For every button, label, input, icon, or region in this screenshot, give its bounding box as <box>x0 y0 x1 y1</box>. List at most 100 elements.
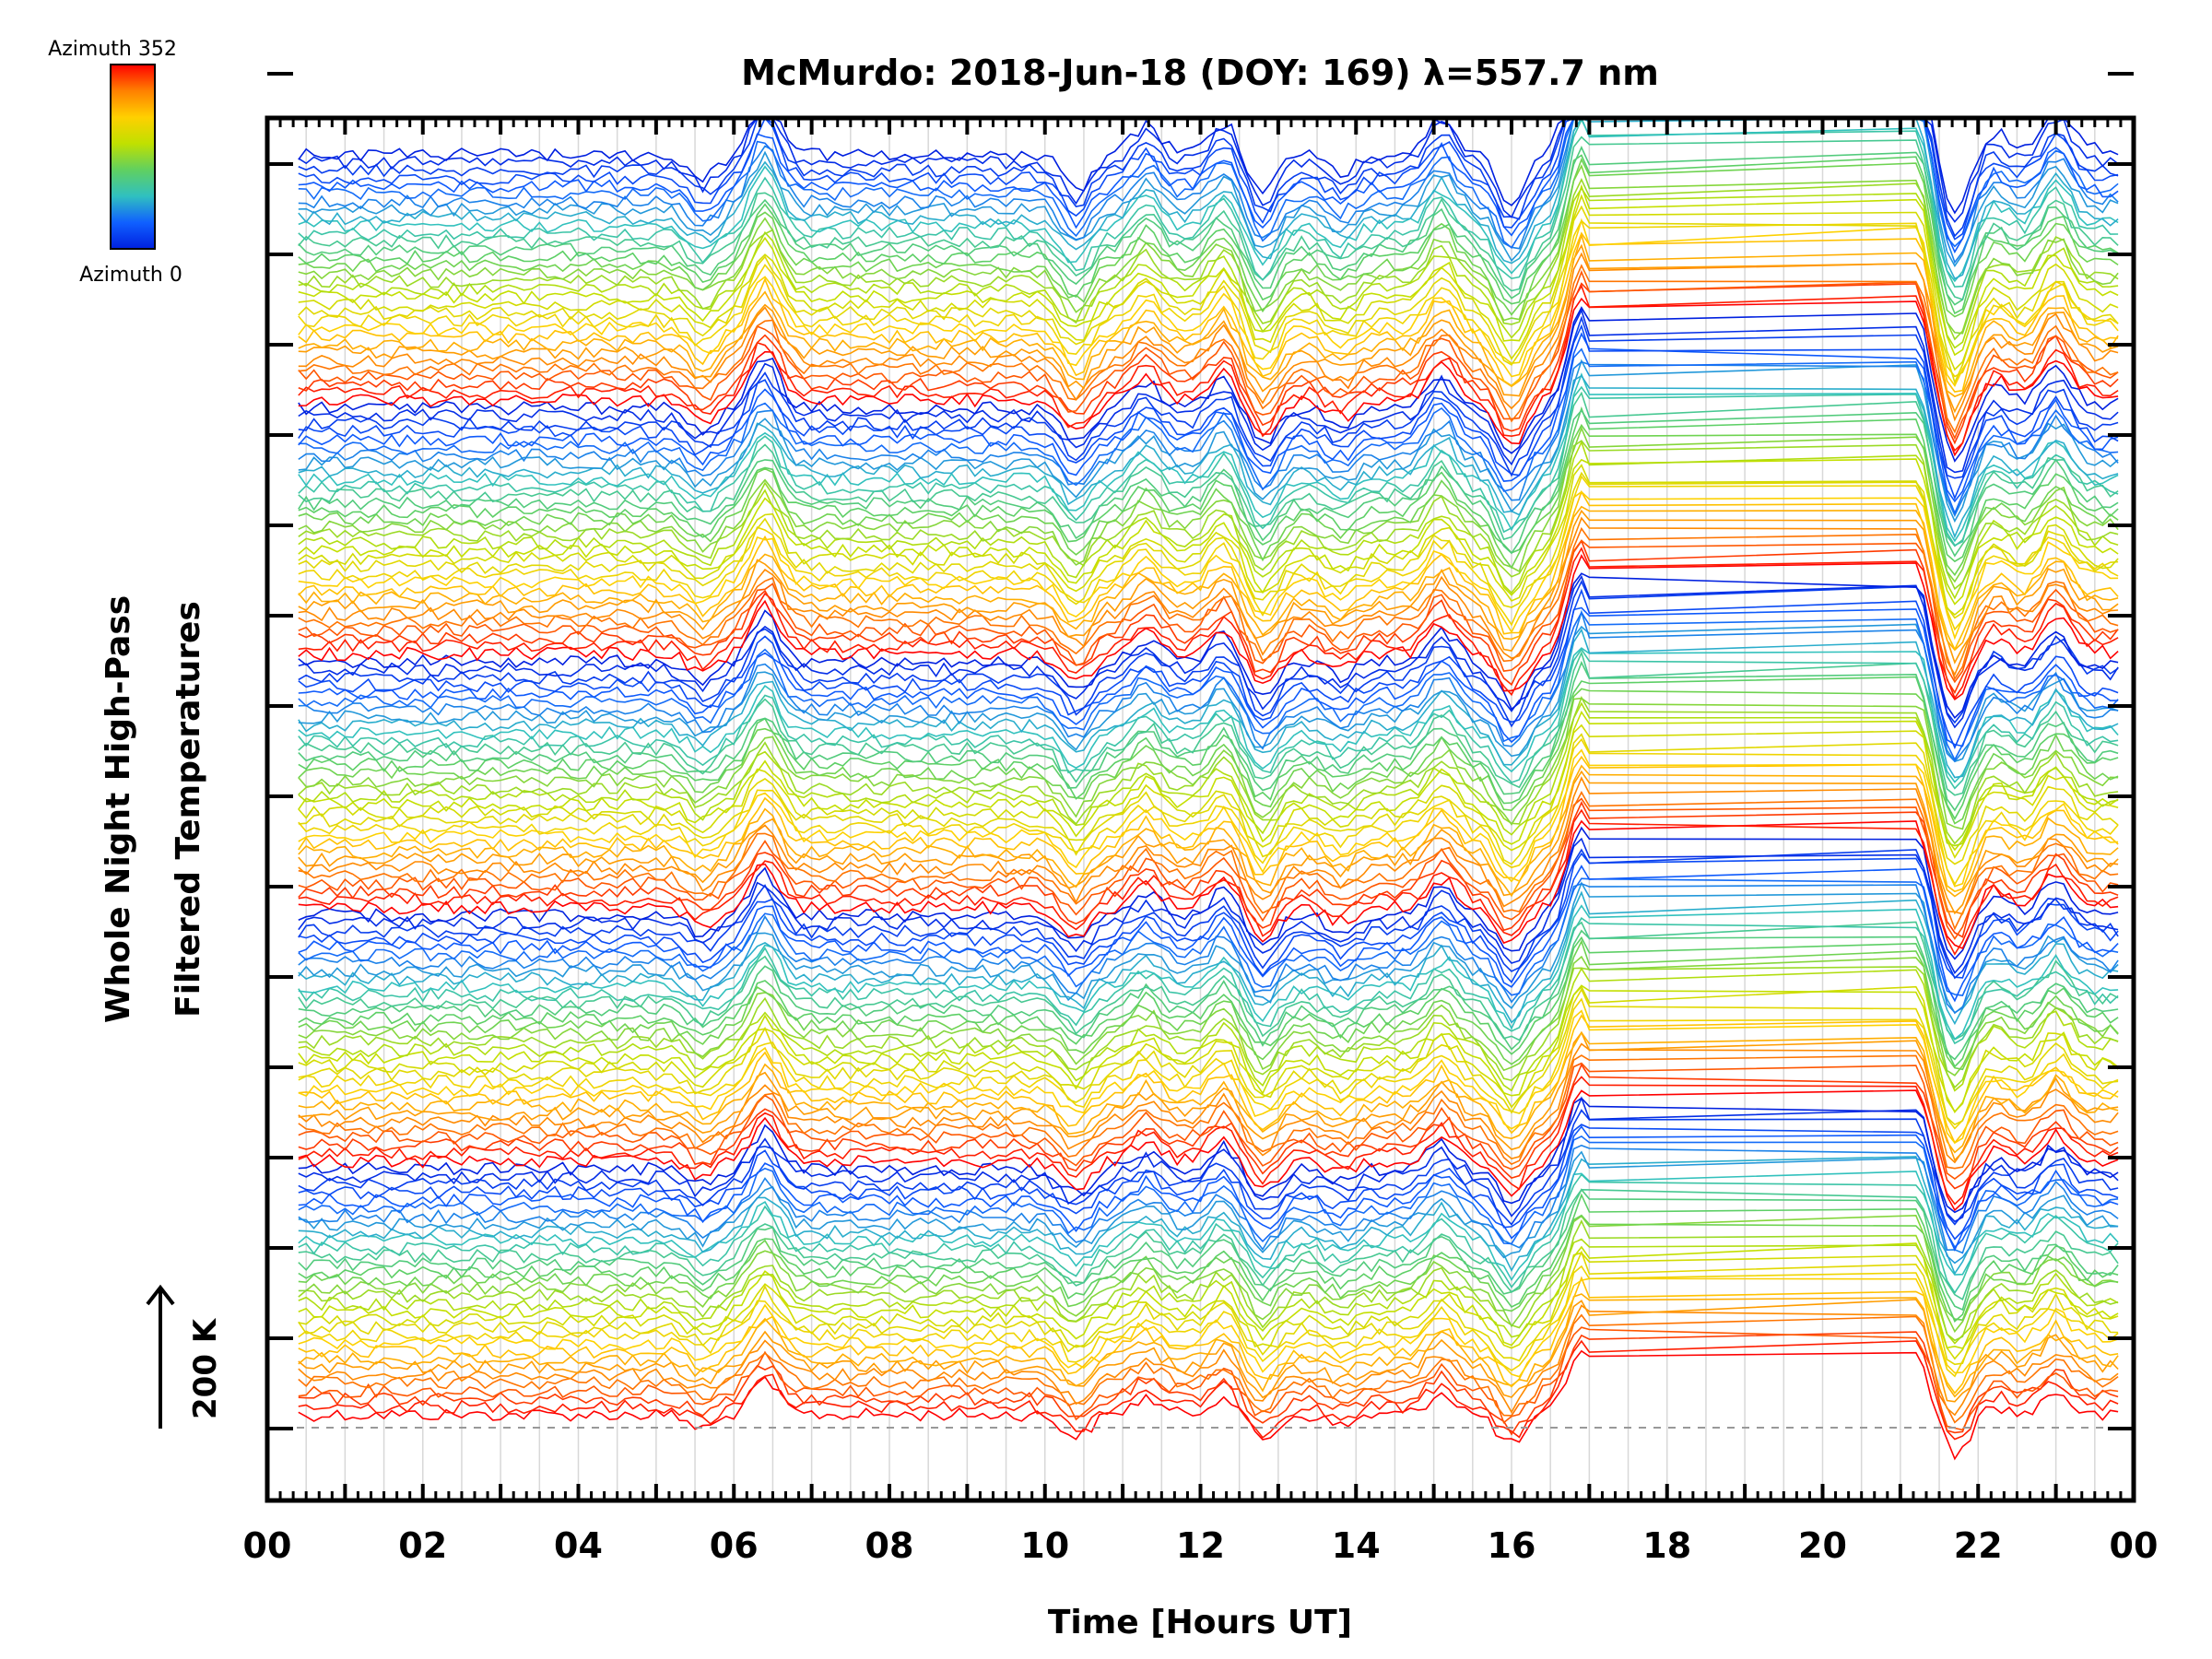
series-line <box>298 985 2119 1113</box>
series-line <box>298 440 2119 591</box>
series-line <box>298 688 2119 825</box>
series-group <box>298 116 2119 1461</box>
x-tick-labels: 00 02 04 06 08 10 12 14 16 18 20 22 00 <box>243 1525 2159 1566</box>
series-line <box>298 135 2119 300</box>
series-line <box>298 163 2119 335</box>
series-line <box>298 1214 2119 1334</box>
series-line <box>298 710 2119 852</box>
series-line <box>298 306 2119 463</box>
series-line <box>298 232 2119 398</box>
series-line <box>298 547 2119 700</box>
x-tick-label: 02 <box>398 1525 447 1566</box>
series-line <box>298 881 2119 1015</box>
series-line <box>298 1193 2119 1323</box>
series-line <box>298 1089 2119 1212</box>
series-line <box>298 939 2119 1071</box>
series-line <box>298 764 2119 898</box>
series-line <box>298 1265 2119 1378</box>
series-line <box>298 1042 2119 1164</box>
series-line <box>298 697 2119 830</box>
x-tick-label: 16 <box>1488 1525 1536 1566</box>
colorbar-label-top: Azimuth 352 <box>48 38 177 61</box>
series-line <box>298 426 2119 583</box>
series-line <box>298 1144 2119 1254</box>
series-line <box>298 1124 2119 1241</box>
series-line <box>298 1349 2119 1461</box>
series-line <box>298 1109 2119 1226</box>
x-axis-label: Time [Hours UT] <box>1048 1604 1352 1641</box>
series-line <box>298 539 2119 695</box>
series-line <box>298 1096 2119 1223</box>
series-line <box>298 966 2119 1089</box>
series-line <box>298 755 2119 893</box>
series-line <box>298 852 2119 984</box>
x-tick-label: 08 <box>865 1525 914 1566</box>
x-tick-label: 04 <box>554 1525 603 1566</box>
series-line <box>298 475 2119 631</box>
series-line <box>298 647 2119 783</box>
series-line <box>298 194 2119 371</box>
series-line <box>298 332 2119 503</box>
series-line <box>298 117 2119 254</box>
series-line <box>298 489 2119 652</box>
series-line <box>298 1171 2119 1282</box>
x-tick-label: 18 <box>1642 1525 1691 1566</box>
series-line <box>298 177 2119 341</box>
series-line <box>298 987 2119 1126</box>
scale-bar-arrowhead <box>146 1284 175 1306</box>
series-line <box>298 471 2119 619</box>
series-line <box>298 808 2119 956</box>
series-line <box>298 186 2119 349</box>
x-tick-label: 20 <box>1798 1525 1847 1566</box>
series-line <box>298 837 2119 975</box>
series-line <box>298 1277 2119 1378</box>
series-line <box>298 1326 2119 1431</box>
series-line <box>298 423 2119 577</box>
series-line <box>298 374 2119 539</box>
series-line <box>298 606 2119 747</box>
series-line <box>298 967 2119 1092</box>
series-line <box>298 724 2119 859</box>
series-line <box>298 1125 2119 1252</box>
series-line <box>298 890 2119 1026</box>
ticks <box>265 72 2136 1500</box>
series-line <box>298 554 2119 701</box>
series-line <box>298 116 2119 280</box>
series-line <box>298 935 2119 1068</box>
series-line <box>298 264 2119 434</box>
series-line <box>298 1097 2119 1214</box>
x-tick-label: 12 <box>1176 1525 1225 1566</box>
series-line <box>298 1030 2119 1154</box>
series-line <box>298 154 2119 315</box>
series-line <box>298 315 2119 479</box>
series-line <box>298 385 2119 547</box>
series-line <box>298 526 2119 681</box>
series-line <box>298 877 2119 996</box>
x-tick-label: 00 <box>243 1525 292 1566</box>
series-line <box>298 1014 2119 1145</box>
series-line <box>298 1150 2119 1265</box>
scale-bar: 200 K <box>146 1284 224 1429</box>
series-line <box>298 284 2119 453</box>
series-line <box>298 865 2119 1003</box>
series-line <box>298 458 2119 606</box>
series-line <box>298 116 2119 283</box>
series-line <box>298 406 2119 563</box>
series-line <box>298 1188 2119 1312</box>
series-line <box>298 117 2119 265</box>
series-line <box>298 574 2119 729</box>
series-line <box>298 408 2119 558</box>
series-line <box>298 917 2119 1045</box>
y-axis-label-line1: Whole Night High-Pass <box>100 595 137 1023</box>
series-line <box>298 572 2119 720</box>
series-line <box>298 733 2119 865</box>
colorbar-label-bottom: Azimuth 0 <box>79 264 182 287</box>
colorbar: Azimuth 352 Azimuth 0 <box>48 38 182 287</box>
series-line <box>298 737 2119 887</box>
series-line <box>298 609 2119 763</box>
chart-title: McMurdo: 2018-Jun-18 (DOY: 169) λ=557.7 … <box>741 53 1659 93</box>
series-line <box>298 117 2119 238</box>
series-line <box>298 360 2119 518</box>
series-line <box>298 676 2119 821</box>
